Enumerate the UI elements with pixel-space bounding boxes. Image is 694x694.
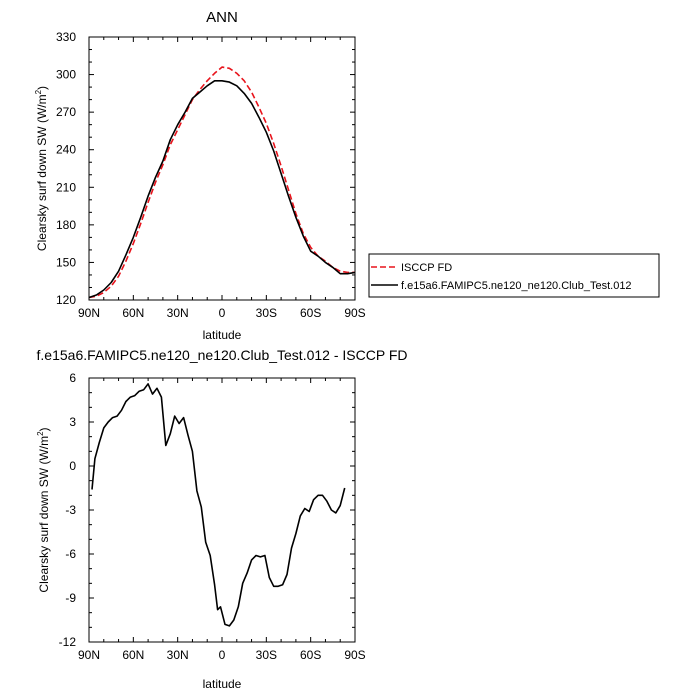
- bottom-chart: f.e15a6.FAMIPC5.ne120_ne120.Club_Test.01…: [36, 347, 407, 691]
- top-x-tick-label: 30S: [256, 306, 277, 320]
- top-plot-area: 90N 60N 30N 0 30S 60S 90S 120 150 180 210 240 270 300…: [56, 30, 366, 320]
- bottom-y-axis-label-sup: 2: [36, 431, 45, 436]
- bottom-y-tick-label: 0: [69, 459, 76, 473]
- bottom-x-tick-label: 60N: [122, 648, 144, 662]
- top-x-tick-label: 90S: [344, 306, 365, 320]
- top-series-line-0: [88, 66, 355, 299]
- top-y-tick-label: 180: [56, 218, 76, 232]
- bottom-y-axis-label: Clearsky surf down SW (W/m2): [36, 427, 51, 592]
- bottom-x-tick-label: 0: [219, 648, 226, 662]
- bottom-y-tick-label: 6: [69, 371, 76, 385]
- top-y-tick-label: 300: [56, 68, 76, 82]
- bottom-x-tick-label: 30S: [256, 648, 277, 662]
- top-y-tick-label: 240: [56, 143, 76, 157]
- legend: ISCCP FD f.e15a6.FAMIPC5.ne120_ne120.Clu…: [368, 253, 660, 298]
- top-y-tick-label: 150: [56, 255, 76, 269]
- bottom-x-tick-label: 90S: [344, 648, 365, 662]
- bottom-plot-frame: [88, 377, 356, 643]
- top-y-tick-label: 330: [56, 30, 76, 44]
- bottom-y-axis-label-tail: ): [37, 427, 51, 431]
- bottom-y-tick-label: 3: [69, 415, 76, 429]
- top-chart-title: ANN: [206, 9, 238, 26]
- legend-entry-model: f.e15a6.FAMIPC5.ne120_ne120.Club_Test.01…: [401, 280, 632, 292]
- top-y-axis-label-sup: 2: [34, 89, 43, 94]
- bottom-y-tick-label: -12: [59, 635, 77, 649]
- top-plot-frame: [88, 36, 356, 301]
- top-y-tick-label: 120: [56, 293, 76, 307]
- bottom-x-tick-label: 30N: [167, 648, 189, 662]
- bottom-plot-area: 90N 60N 30N 0 30S 60S 90S -12 -9 -6 -3 0 3 6: [59, 371, 366, 662]
- bottom-x-tick-label: 90N: [78, 648, 100, 662]
- bottom-series-line-0: [91, 383, 346, 627]
- bottom-x-tick-label: 60S: [300, 648, 321, 662]
- top-x-tick-label: 30N: [167, 306, 189, 320]
- top-x-tick-label: 60S: [300, 306, 321, 320]
- top-y-axis-label: Clearsky surf down SW (W/m2): [34, 86, 49, 251]
- top-y-tick-label: 210: [56, 180, 76, 194]
- top-series-line-1: [88, 80, 356, 299]
- legend-frame: [368, 253, 660, 298]
- top-x-tick-label: 90N: [78, 306, 100, 320]
- top-x-tick-label: 0: [219, 306, 226, 320]
- bottom-y-tick-label: -9: [65, 591, 76, 605]
- top-x-tick-label: 60N: [122, 306, 144, 320]
- legend-entry-isccp: ISCCP FD: [401, 262, 452, 274]
- bottom-y-tick-label: -3: [65, 503, 76, 517]
- bottom-chart-title: f.e15a6.FAMIPC5.ne120_ne120.Club_Test.01…: [37, 347, 408, 363]
- bottom-y-axis-label-main: Clearsky surf down SW (W/m: [37, 436, 51, 593]
- top-y-tick-label: 270: [56, 105, 76, 119]
- top-chart: ANN 90N 60N 30N 0 30S 60S 90S 120 150 180 210 240 27…: [34, 9, 366, 342]
- bottom-y-tick-label: -6: [65, 547, 76, 561]
- bottom-x-axis-label: latitude: [203, 677, 242, 691]
- top-y-axis-label-main: Clearsky surf down SW (W/m: [35, 94, 49, 251]
- top-y-axis-label-tail: ): [35, 86, 49, 90]
- top-x-axis-label: latitude: [203, 328, 242, 342]
